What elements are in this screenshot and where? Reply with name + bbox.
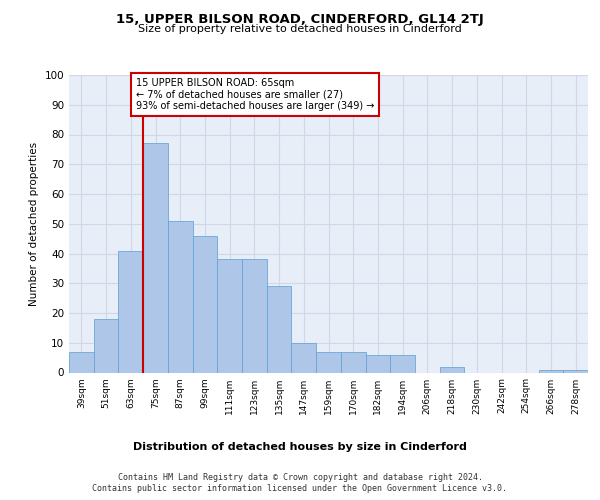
Bar xyxy=(365,354,390,372)
Bar xyxy=(390,354,415,372)
Bar xyxy=(193,236,217,372)
Bar xyxy=(440,366,464,372)
Text: Contains HM Land Registry data © Crown copyright and database right 2024.: Contains HM Land Registry data © Crown c… xyxy=(118,472,482,482)
Bar xyxy=(292,343,316,372)
Text: Contains public sector information licensed under the Open Government Licence v3: Contains public sector information licen… xyxy=(92,484,508,493)
Bar xyxy=(94,319,118,372)
Bar xyxy=(143,144,168,372)
Bar xyxy=(316,352,341,372)
Bar xyxy=(341,352,365,372)
Bar xyxy=(168,221,193,372)
Text: 15, UPPER BILSON ROAD, CINDERFORD, GL14 2TJ: 15, UPPER BILSON ROAD, CINDERFORD, GL14 … xyxy=(116,12,484,26)
Bar xyxy=(242,260,267,372)
Text: Size of property relative to detached houses in Cinderford: Size of property relative to detached ho… xyxy=(138,24,462,34)
Bar xyxy=(539,370,563,372)
Y-axis label: Number of detached properties: Number of detached properties xyxy=(29,142,39,306)
Bar xyxy=(69,352,94,372)
Text: 15 UPPER BILSON ROAD: 65sqm
← 7% of detached houses are smaller (27)
93% of semi: 15 UPPER BILSON ROAD: 65sqm ← 7% of deta… xyxy=(136,78,374,111)
Bar xyxy=(563,370,588,372)
Bar xyxy=(118,250,143,372)
Text: Distribution of detached houses by size in Cinderford: Distribution of detached houses by size … xyxy=(133,442,467,452)
Bar xyxy=(267,286,292,372)
Bar xyxy=(217,260,242,372)
